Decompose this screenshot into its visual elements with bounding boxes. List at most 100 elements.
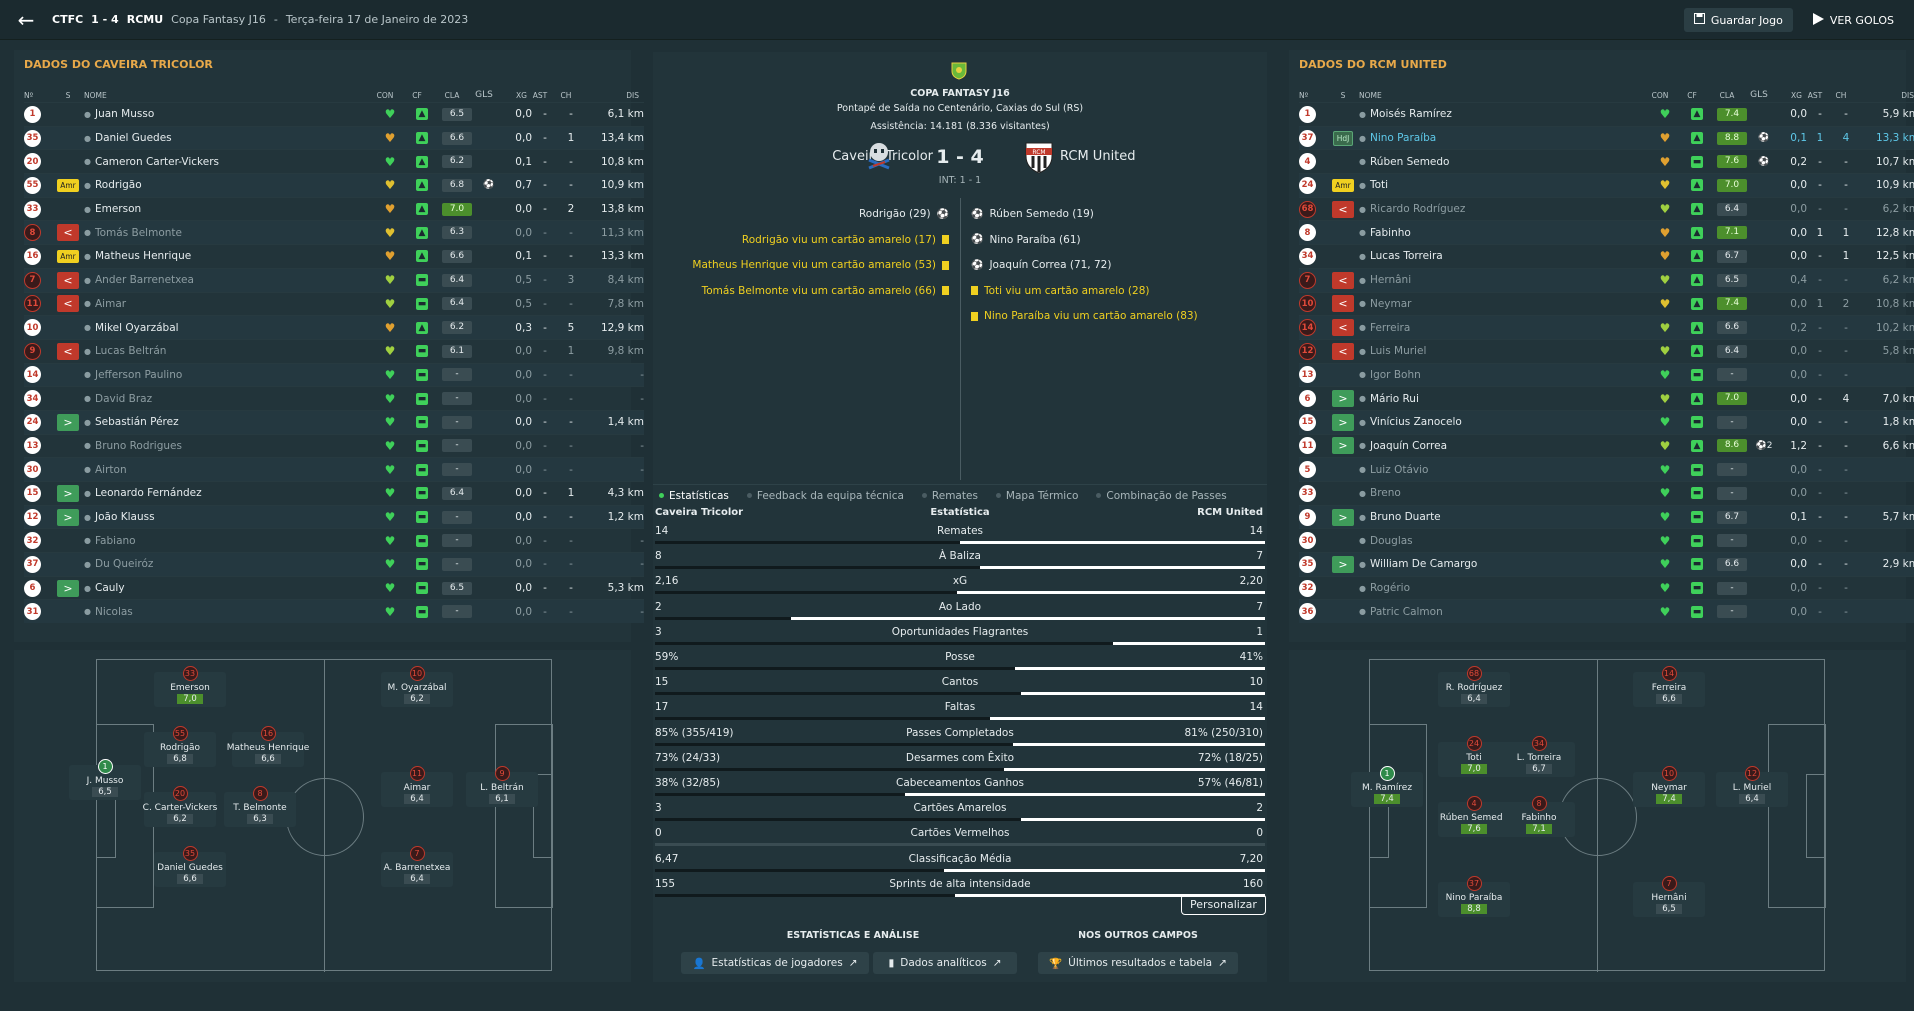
table-row[interactable]: 24 Amr ● Toti ♥ ▲ 7.0 0,0- -10,9 km [1299, 173, 1914, 197]
pitch-player[interactable]: 1 M. Ramírez 7,4 [1351, 766, 1423, 807]
col-cf[interactable]: CF [1687, 90, 1697, 100]
player-name[interactable]: Ricardo Rodríguez [1369, 203, 1466, 216]
player-name[interactable]: João Klauss [94, 511, 155, 524]
table-row[interactable]: 34 ● David Braz ♥ ▬ -0,0- - - [24, 386, 644, 410]
table-row[interactable]: 20 ● Cameron Carter-Vickers ♥ ▲ 6.2 0,1- -10,8 … [24, 149, 644, 173]
table-row[interactable]: 1 ● Juan Musso ♥ ▲ 6.5 0,0- -6,1 km [24, 102, 644, 126]
pitch-player[interactable]: 10 Neymar 7,4 [1633, 766, 1705, 807]
table-row[interactable]: 15 > ● Leonardo Fernández ♥ ▬ 6.4 0,0- 1 4,3 km [24, 481, 644, 505]
table-row[interactable]: 6 > ● Cauly ♥ ▬ 6.5 0,0- -5,3 km [24, 575, 644, 600]
player-name[interactable]: Vinícius Zanocelo [1369, 416, 1462, 429]
player-name[interactable]: Sebastián Pérez [94, 416, 179, 429]
player-name[interactable]: Breno [1369, 487, 1401, 500]
col-num[interactable]: Nº [1299, 90, 1309, 100]
col-dis[interactable]: DIS [1901, 90, 1914, 100]
player-name[interactable]: Cauly [94, 582, 125, 595]
col-cla[interactable]: CLA [444, 90, 460, 100]
player-name[interactable]: Jefferson Paulino [94, 368, 183, 381]
table-row[interactable]: 8 < ● Tomás Belmonte ♥ ▲ 6.3 0,0- -11,3 km [24, 220, 644, 245]
away-team-name[interactable]: RCM United [1060, 149, 1136, 164]
table-row[interactable]: 9 > ● Bruno Duarte ♥ ▬ 6.7 0,1- -5,7 km [1299, 504, 1914, 529]
analytics-button[interactable]: ▮ Dados analíticos ↗ [873, 952, 1017, 974]
player-name[interactable]: Moisés Ramírez [1369, 108, 1452, 121]
view-goals-button[interactable]: VER GOLOS [1803, 8, 1904, 32]
player-name[interactable]: Bruno Duarte [1369, 511, 1441, 524]
player-name[interactable]: Mário Rui [1369, 392, 1419, 405]
player-name[interactable]: Douglas [1369, 534, 1413, 547]
table-row[interactable]: 33●Breno♥▬-0,0--- [1299, 481, 1914, 505]
table-row[interactable]: 5●Luiz Otávio♥▬-0,0--- [1299, 457, 1914, 481]
table-row[interactable]: 34 ● Lucas Torreira ♥ ▲ 6.7 0,0- 1 12,5 km [1299, 244, 1914, 268]
pitch-player[interactable]: 9 L. Beltrán 6,1 [466, 766, 538, 807]
table-row[interactable]: 11 < ● Aimar ♥ ▬ 6.4 0,5- -7,8 km [24, 291, 644, 316]
table-row[interactable]: 35 ● Daniel Guedes ♥ ▲ 6.6 0,0- 1 13,4 km [24, 125, 644, 150]
player-name[interactable]: Joaquín Correa [1369, 439, 1448, 452]
col-name[interactable]: NOME [1359, 90, 1382, 100]
pitch-player[interactable]: 68 R. Rodríguez 6,4 [1438, 666, 1510, 707]
player-name[interactable]: Patric Calmon [1369, 605, 1443, 618]
table-row[interactable]: 35 > ● William De Camargo ♥ ▬ 6.6 0,0- -2,9 km [1299, 552, 1914, 576]
player-name[interactable]: Rogério [1369, 582, 1411, 595]
table-row[interactable]: 30●Douglas♥▬-0,0--- [1299, 528, 1914, 552]
pitch-player[interactable]: 7 Hernâni 6,5 [1633, 876, 1705, 917]
personalize-button[interactable]: Personalizar [1181, 894, 1266, 915]
table-row[interactable]: 32●Rogério♥▬-0,0--- [1299, 575, 1914, 600]
save-game-button[interactable]: Guardar Jogo [1683, 8, 1793, 32]
pitch-player[interactable]: 20 C. Carter-Vickers 6,2 [143, 786, 217, 827]
player-name[interactable]: Leonardo Fernández [94, 487, 202, 500]
player-name[interactable]: Daniel Guedes [94, 132, 172, 145]
col-con[interactable]: CON [376, 90, 394, 100]
col-s[interactable]: S [65, 90, 71, 100]
pitch-player[interactable]: 24 Toti 7,0 [1438, 736, 1510, 777]
player-name[interactable]: Juan Musso [94, 108, 155, 121]
pitch-player[interactable]: 37 Nino Paraíba 8,8 [1438, 876, 1510, 917]
col-dis[interactable]: DIS [626, 90, 639, 100]
table-row[interactable]: 37 HdJ ● Nino Paraíba ♥ ▲ 8.8 ⚽ 0,1 1 4 13,3 km [1299, 125, 1914, 150]
table-row[interactable]: 15 > ● Vinícius Zanocelo ♥ ▬ -0,0- -1,8 km [1299, 409, 1914, 434]
player-name[interactable]: Rúben Semedo [1369, 155, 1450, 168]
player-name[interactable]: Rodrigão [94, 179, 142, 192]
results-table-button[interactable]: 🏆 Últimos resultados e tabela ↗ [1038, 952, 1238, 974]
player-name[interactable]: Lucas Beltrán [94, 345, 167, 358]
table-row[interactable]: 32 ● Fabiano ♥ ▬ -0,0- - - [24, 528, 644, 552]
col-con[interactable]: CON [1651, 90, 1669, 100]
pitch-player[interactable]: 10 M. Oyarzábal 6,2 [381, 666, 453, 707]
player-name[interactable]: Ander Barrenetxea [94, 274, 194, 287]
back-button[interactable]: ← [0, 0, 52, 40]
player-name[interactable]: Lucas Torreira [1369, 250, 1443, 263]
player-name[interactable]: Mikel Oyarzábal [94, 321, 179, 334]
pitch-player[interactable]: 12 L. Muriel 6,4 [1716, 766, 1788, 807]
player-name[interactable]: Cameron Carter-Vickers [94, 155, 220, 168]
table-row[interactable]: 12 > ● João Klauss ♥ ▬ -0,0- -1,2 km [24, 504, 644, 529]
table-row[interactable]: 13 ● Bruno Rodrigues ♥ ▬ -0,0- - - [24, 433, 644, 458]
table-row[interactable]: 14 ● Jefferson Paulino ♥ ▬ -0,0- - - [24, 362, 644, 387]
tab-mapa-t-rmico[interactable]: Mapa Térmico [995, 490, 1078, 502]
table-row[interactable]: 13●Igor Bohn♥▬-0,0--- [1299, 362, 1914, 387]
player-name[interactable]: Luiz Otávio [1369, 463, 1429, 476]
player-name[interactable]: Du Queiróz [94, 558, 154, 571]
table-row[interactable]: 37 ● Du Queiróz ♥ ▬ -0,0- - - [24, 552, 644, 576]
pitch-player[interactable]: 16 Matheus Henrique 6,6 [227, 726, 309, 767]
player-name[interactable]: Toti [1369, 179, 1389, 192]
tab-remates[interactable]: Remates [921, 490, 978, 502]
player-name[interactable]: Tomás Belmonte [94, 226, 182, 239]
pitch-player[interactable]: 1 J. Musso 6,5 [69, 759, 141, 800]
table-row[interactable]: 16 Amr ● Matheus Henrique ♥ ▲ 6.6 0,1- -13,3 km [24, 244, 644, 268]
table-row[interactable]: 11 > ● Joaquín Correa ♥ ▲ 8.6 ⚽2 1,2- -6,6 km [1299, 433, 1914, 458]
col-xg[interactable]: XG [1791, 90, 1802, 100]
col-name[interactable]: NOME [84, 90, 107, 100]
player-name[interactable]: Fabinho [1369, 226, 1411, 239]
table-row[interactable]: 33 ● Emerson ♥ ▲ 7.0 0,0- 2 13,8 km [24, 196, 644, 221]
table-row[interactable]: 9 < ● Lucas Beltrán ♥ ▬ 6.1 0,0- 1 9,8 km [24, 338, 644, 363]
player-name[interactable]: Hernâni [1369, 274, 1412, 287]
player-name[interactable]: Nicolas [94, 605, 133, 618]
table-row[interactable]: 7 < ● Hernâni ♥ ▲ 6.5 0,4- -6,2 km [1299, 267, 1914, 292]
player-name[interactable]: Luis Muriel [1369, 345, 1427, 358]
player-name[interactable]: Bruno Rodrigues [94, 439, 182, 452]
pitch-player[interactable]: 35 Daniel Guedes 6,6 [154, 846, 226, 887]
table-row[interactable]: 55 Amr ● Rodrigão ♥ ▲ 6.8 ⚽ 0,7- -10,9 km [24, 173, 644, 197]
col-gls[interactable]: GLS [1750, 90, 1768, 100]
pitch-player[interactable]: 7 A. Barrenetxea 6,4 [381, 846, 453, 887]
tab-feedback-da-equipa-t-cnica[interactable]: Feedback da equipa técnica [746, 490, 904, 502]
pitch-player[interactable]: 14 Ferreira 6,6 [1633, 666, 1705, 707]
